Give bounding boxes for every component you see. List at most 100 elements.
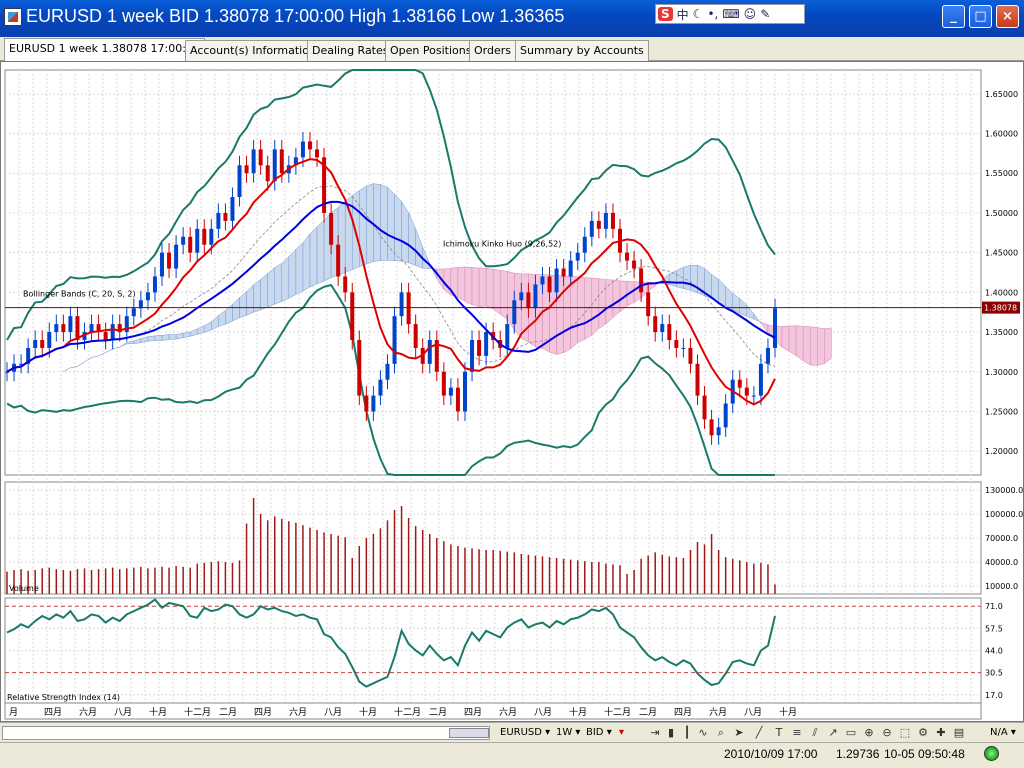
person-icon[interactable]: ☺ xyxy=(743,7,757,21)
volume-tick-label: 70000.0 xyxy=(985,534,1018,543)
candle-body xyxy=(561,268,566,277)
rsi-line xyxy=(6,598,776,688)
candle-icon[interactable]: ▮ xyxy=(667,726,675,739)
ichimoku-cloud-segment xyxy=(690,264,698,294)
candle-body xyxy=(293,157,298,166)
status-bar: 2010/10/09 17:00 1.29736 10-05 09:50:48 xyxy=(0,742,1024,768)
rsi-tick-label: 17.0 xyxy=(985,691,1003,700)
zoom-icon[interactable]: ⌕ xyxy=(717,726,725,739)
shapes-icon[interactable]: ▭ xyxy=(845,726,857,739)
period-select[interactable]: 1W ▾ xyxy=(556,727,581,738)
x-tick-label: 四月 xyxy=(674,707,692,718)
keyboard-icon[interactable]: ⌨ xyxy=(722,7,740,21)
candle-body xyxy=(575,252,580,261)
ichimoku-cloud-segment xyxy=(147,335,156,342)
candle-body xyxy=(195,228,200,253)
tab-chart[interactable]: EURUSD 1 week 1.38078 17:00:00 xyxy=(4,38,205,61)
candle-body xyxy=(54,324,59,333)
moon-icon[interactable]: ☾ xyxy=(692,7,704,21)
channel-icon[interactable]: ⫽ xyxy=(812,726,818,739)
ichimoku-cloud-segment xyxy=(577,276,586,343)
candle-body xyxy=(709,419,714,436)
ichimoku-cloud-segment xyxy=(316,219,325,285)
candle-body xyxy=(223,212,228,221)
arrow-icon[interactable]: ↗ xyxy=(828,726,838,739)
candle-body xyxy=(441,371,446,396)
ichimoku-cloud-segment xyxy=(809,326,818,366)
ichimoku-cloud-segment xyxy=(295,242,304,295)
x-tick-label: 四月 xyxy=(44,707,62,718)
instrument-select[interactable]: EURUSD ▾ xyxy=(500,727,551,738)
candle-body xyxy=(427,340,432,364)
x-tick-label: 十二月 xyxy=(394,706,421,718)
ime-mode-label[interactable]: 中 xyxy=(676,7,689,22)
candle-body xyxy=(371,395,376,412)
tab-orders[interactable]: Orders xyxy=(469,40,516,61)
text-icon[interactable]: T xyxy=(775,726,783,739)
wrench-icon[interactable]: ✎ xyxy=(760,7,771,21)
chart-svg[interactable]: 1.65000 1.60000 1.55000 1.50000 1.45000 1.400… xyxy=(1,62,1023,721)
candle-body xyxy=(357,340,362,396)
ichimoku-cloud-segment xyxy=(591,277,600,336)
ichimoku-cloud-segment xyxy=(281,256,290,302)
close-button[interactable]: × xyxy=(996,5,1019,28)
candle-body xyxy=(385,363,390,380)
tab-dealing-rates[interactable]: Dealing Rates xyxy=(307,40,394,61)
draw-line-icon[interactable]: ╱ xyxy=(755,726,763,739)
ichimoku-kijun-line xyxy=(6,200,776,373)
candle-body xyxy=(279,149,284,174)
ime-toolbar[interactable]: S 中 ☾ •, ⌨ ☺ ✎ xyxy=(655,4,805,24)
tab-open-positions[interactable]: Open Positions xyxy=(385,40,477,61)
chart-area[interactable]: 1.65000 1.60000 1.55000 1.50000 1.45000 1.400… xyxy=(0,61,1024,722)
ime-logo-icon[interactable]: S xyxy=(658,7,673,21)
fit-icon[interactable]: ⬚ xyxy=(899,726,911,739)
price-type-select[interactable]: BID ▾ xyxy=(586,727,612,738)
bar-icon[interactable]: ┃ xyxy=(683,726,691,739)
ichimoku-cloud-segment xyxy=(309,226,318,288)
ichimoku-cloud-segment xyxy=(478,267,487,308)
candle-body xyxy=(667,324,672,340)
ichimoku-cloud-segment xyxy=(817,327,825,366)
indicator-icon[interactable]: ✚ xyxy=(936,726,946,739)
price-tick-label: 1.30000 xyxy=(985,368,1018,377)
candle-body xyxy=(716,427,721,436)
candle-body xyxy=(744,387,749,396)
template-icon[interactable]: ▤ xyxy=(953,726,965,739)
x-tick-label: 月 xyxy=(9,707,18,718)
ichimoku-cloud-segment xyxy=(380,184,388,261)
candle-body xyxy=(603,212,608,229)
candle-body xyxy=(610,212,615,229)
rsi-tick-label: 57.5 xyxy=(985,624,1003,633)
zoom-in-icon[interactable]: ⊕ xyxy=(864,726,874,739)
dot-icon[interactable]: •, xyxy=(707,7,719,21)
right-select[interactable]: N/A ▾ xyxy=(990,727,1016,738)
minimize-button[interactable]: _ xyxy=(942,5,965,28)
ichimoku-cloud-segment xyxy=(683,264,691,291)
rsi-label: Relative Strength Index (14) xyxy=(7,693,120,702)
fibonacci-icon[interactable]: ≡ xyxy=(792,726,802,739)
zoom-out-icon[interactable]: ⊖ xyxy=(882,726,892,739)
color-select[interactable]: ▾ xyxy=(619,727,625,738)
crosshair-icon[interactable]: ⇥ xyxy=(650,726,660,739)
tab-summary-by-accounts[interactable]: Summary by Accounts xyxy=(515,40,649,61)
line-icon[interactable]: ∿ xyxy=(698,726,708,739)
horizontal-scrollbar[interactable] xyxy=(2,726,490,740)
ichimoku-cloud-segment xyxy=(598,278,607,329)
candle-body xyxy=(434,340,439,372)
status-datetime: 2010/10/09 17:00 xyxy=(724,747,818,761)
cursor-icon[interactable]: ➤ xyxy=(734,726,744,739)
candle-body xyxy=(167,252,172,269)
tab-account-information[interactable]: Account(s) Information xyxy=(185,40,321,61)
app-icon xyxy=(4,8,22,26)
candle-body xyxy=(152,276,157,293)
chart-toolbar: EURUSD ▾ 1W ▾ BID ▾ ▾ ⇥ ▮ ┃ ∿ ⌕ ➤ ╱ T ≡ … xyxy=(0,722,1024,742)
x-tick-label: 八月 xyxy=(534,707,552,718)
settings-icon[interactable]: ⚙ xyxy=(918,726,928,739)
price-tick-label: 1.55000 xyxy=(985,169,1018,178)
scrollbar-thumb[interactable] xyxy=(449,728,489,738)
x-tick-label: 八月 xyxy=(114,707,132,718)
candle-body xyxy=(547,276,552,293)
candle-body xyxy=(96,324,101,333)
candle-body xyxy=(589,220,594,237)
maximize-button[interactable]: □ xyxy=(969,5,992,28)
